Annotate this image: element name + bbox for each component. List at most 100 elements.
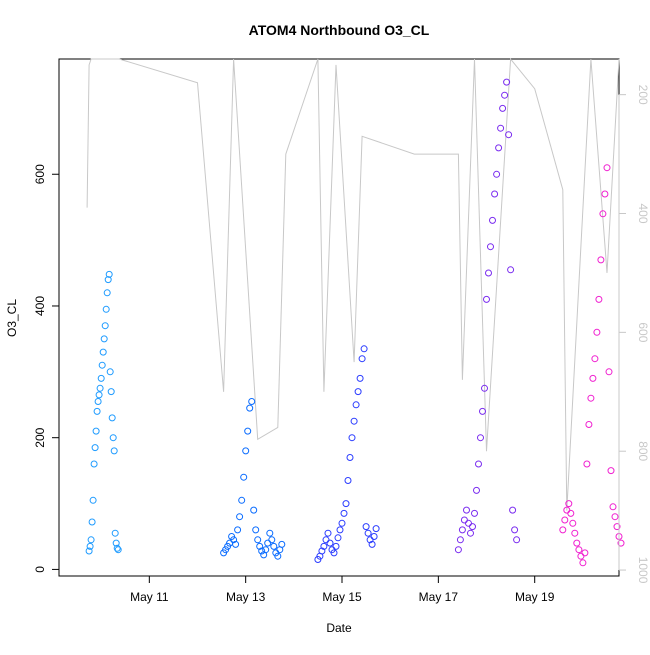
data-point-series-3: [350, 417, 358, 425]
data-point-series-1: [113, 544, 121, 552]
data-point-series-1: [92, 427, 100, 435]
data-point-series-4: [458, 526, 466, 534]
data-point-series-1: [85, 547, 93, 555]
data-point-series-1: [114, 546, 122, 554]
data-point-series-4: [465, 519, 472, 527]
data-point-series-5: [575, 546, 583, 554]
data-point-series-2: [262, 546, 270, 554]
data-point-series-3: [342, 500, 350, 508]
plot-area: [58, 58, 620, 577]
data-point-series-5: [609, 503, 617, 511]
data-point-series-1: [107, 388, 115, 396]
y2-tick-label: 1000: [636, 557, 650, 584]
y-tick-label: 600: [33, 164, 47, 184]
data-point-series-3: [344, 477, 352, 484]
y-tick-label: 200: [33, 427, 47, 447]
data-point-series-3: [338, 519, 346, 527]
data-point-series-4: [505, 131, 513, 139]
data-point-series-5: [595, 295, 603, 303]
data-point-series-4: [481, 384, 488, 392]
data-point-series-5: [613, 523, 621, 531]
data-point-series-2: [268, 536, 276, 544]
data-point-series-1: [87, 536, 95, 544]
data-point-series-2: [236, 513, 244, 521]
y2-tick-label: 800: [636, 441, 650, 461]
data-point-series-1: [99, 348, 107, 356]
axes-layer: May 11 May 13 May 15 May 17 May 19 0 200 400 600…: [33, 85, 650, 604]
data-point-series-4: [509, 506, 517, 514]
data-point-series-3: [346, 454, 354, 461]
data-point-series-5: [561, 516, 569, 524]
data-point-series-2: [248, 398, 256, 405]
data-point-series-4: [497, 124, 505, 132]
data-point-series-3: [356, 374, 364, 382]
data-point-series-2: [246, 404, 254, 412]
data-point-series-3: [352, 401, 360, 409]
x-axis-label: Date: [326, 621, 352, 635]
y2-tick-label: 200: [636, 85, 650, 105]
data-point-series-4: [475, 460, 482, 468]
data-point-series-2: [238, 496, 246, 504]
data-point-series-3: [326, 539, 334, 547]
x-tick-label: May 15: [322, 590, 362, 604]
data-point-series-5: [569, 519, 577, 527]
data-point-series-2: [230, 536, 238, 544]
data-point-series-1: [104, 276, 112, 284]
y-tick-label: 0: [33, 566, 47, 573]
data-point-series-1: [90, 460, 98, 468]
data-point-series-5: [585, 421, 593, 428]
data-point-series-1: [96, 384, 104, 392]
data-point-series-4: [503, 78, 511, 86]
data-point-series-3: [320, 542, 328, 550]
data-point-series-5: [591, 355, 599, 363]
data-point-series-3: [322, 536, 330, 544]
x-tick-label: May 11: [130, 590, 169, 604]
data-point-series-2: [278, 540, 286, 548]
data-point-series-3: [324, 529, 332, 537]
data-point-series-5: [581, 549, 589, 557]
secondary-line: [86, 57, 620, 511]
data-point-series-4: [477, 434, 484, 442]
data-point-series-4: [467, 529, 474, 537]
data-point-series-5: [603, 164, 611, 172]
data-point-series-1: [94, 398, 102, 405]
x-tick-label: May 17: [419, 590, 459, 604]
data-point-series-4: [491, 190, 499, 198]
data-point-series-3: [364, 529, 372, 537]
data-point-series-3: [370, 533, 378, 540]
data-point-series-5: [593, 328, 601, 336]
points-layer: [85, 78, 625, 567]
data-point-series-4: [511, 526, 519, 534]
data-point-series-4: [479, 407, 486, 415]
data-point-series-2: [252, 526, 260, 534]
y2-tick-label: 600: [636, 322, 650, 342]
data-point-series-5: [567, 509, 575, 517]
data-point-series-3: [340, 509, 348, 517]
y-tick-label: 400: [33, 296, 47, 316]
data-point-series-1: [102, 305, 110, 313]
data-point-series-4: [473, 486, 480, 494]
data-point-series-4: [501, 91, 509, 99]
data-point-series-2: [264, 539, 272, 547]
secondary-line-layer: [86, 57, 620, 511]
data-point-series-4: [454, 546, 462, 554]
chart-title: ATOM4 Northbound O3_CL: [249, 22, 430, 38]
data-point-series-2: [250, 506, 258, 514]
data-point-series-1: [89, 496, 97, 504]
data-point-series-1: [103, 289, 111, 297]
data-point-series-3: [372, 525, 380, 533]
data-point-series-4: [513, 536, 521, 544]
data-point-series-5: [589, 374, 597, 382]
data-point-series-5: [605, 368, 613, 376]
data-point-series-4: [485, 269, 492, 277]
data-point-series-1: [100, 335, 108, 343]
data-point-series-1: [88, 518, 96, 526]
data-point-series-4: [493, 170, 501, 178]
data-point-series-5: [573, 539, 581, 547]
y-axis-label: O3_CL: [5, 299, 19, 337]
data-point-series-5: [579, 559, 587, 567]
y2-tick-label: 400: [636, 203, 650, 223]
data-point-series-1: [95, 391, 103, 399]
